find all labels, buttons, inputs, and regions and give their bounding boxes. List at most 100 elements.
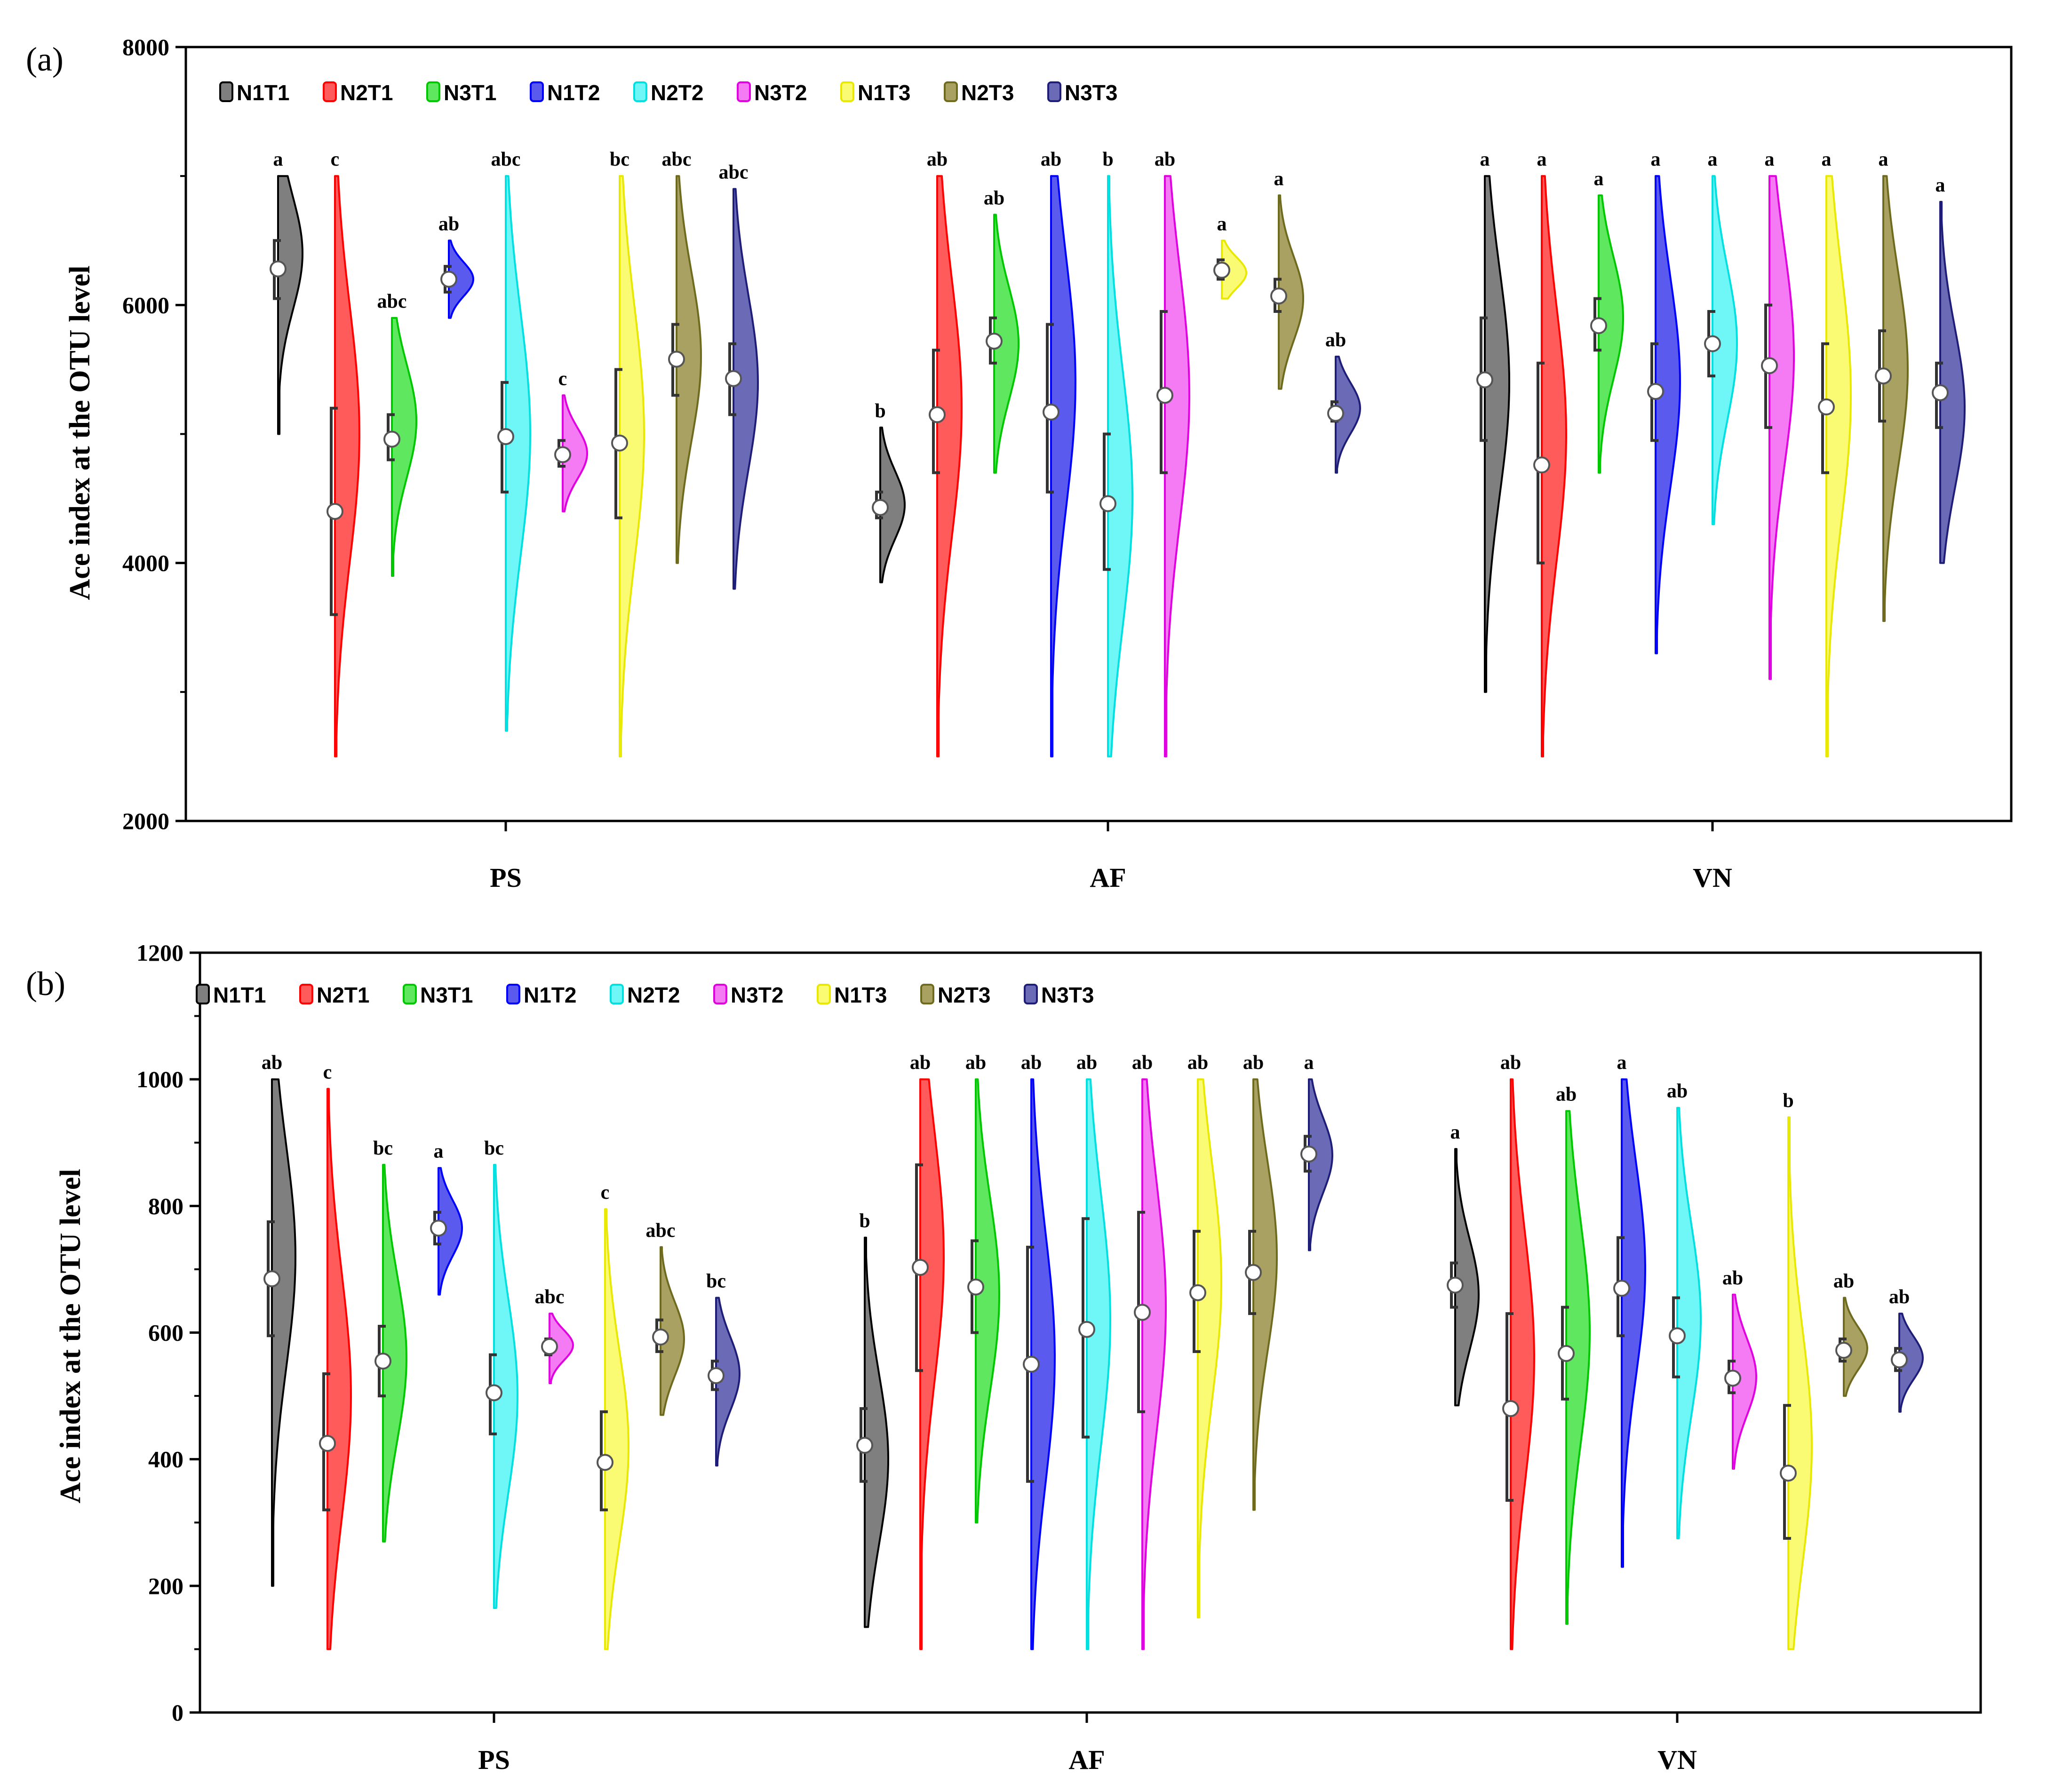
significance-label: ab bbox=[262, 1052, 282, 1074]
panel-label: (b) bbox=[26, 965, 65, 1003]
significance-label: ab bbox=[1021, 1052, 1042, 1074]
mean-marker bbox=[967, 1278, 984, 1296]
y-tick-label: 0 bbox=[172, 1699, 183, 1726]
legend-label: N3T1 bbox=[420, 983, 473, 1007]
mean-marker bbox=[1558, 1345, 1575, 1362]
mean-marker bbox=[708, 1367, 725, 1385]
mean-marker bbox=[1134, 1304, 1151, 1321]
violin-n1t1 bbox=[879, 426, 906, 583]
legend-swatch bbox=[610, 984, 624, 1004]
significance-label: ab bbox=[1889, 1286, 1910, 1308]
violin-n2t1 bbox=[936, 175, 963, 757]
significance-label: c bbox=[323, 1061, 332, 1083]
y-tick-label: 2000 bbox=[122, 808, 169, 834]
significance-label: ab bbox=[1500, 1052, 1521, 1074]
mean-marker bbox=[1875, 367, 1892, 385]
panel-a: (a) Ace index at the OTU level 2000 4000 6… bbox=[26, 34, 2013, 893]
y-axis-title: Ace index at the OTU level bbox=[55, 1169, 87, 1503]
significance-label: ab bbox=[1041, 149, 1061, 170]
mean-marker bbox=[383, 430, 400, 448]
violin-n3t3 bbox=[715, 1297, 741, 1467]
mean-marker bbox=[912, 1258, 929, 1276]
significance-label: ab bbox=[1667, 1081, 1688, 1102]
violin-n2t3 bbox=[1843, 1297, 1868, 1397]
mean-marker bbox=[1270, 287, 1287, 305]
mean-marker bbox=[1669, 1327, 1686, 1345]
violin-n1t3 bbox=[1221, 239, 1247, 300]
significance-label: a bbox=[1217, 213, 1227, 235]
legend-label: N1T3 bbox=[834, 983, 887, 1007]
mean-marker bbox=[554, 446, 571, 463]
significance-label: c bbox=[601, 1182, 610, 1203]
legend-swatch bbox=[633, 81, 647, 102]
violin-n2t2 bbox=[1676, 1107, 1702, 1539]
violin-n3t1 bbox=[391, 317, 417, 577]
violin-n3t3 bbox=[1335, 356, 1361, 474]
mean-marker bbox=[1818, 398, 1835, 415]
mean-marker bbox=[1780, 1465, 1797, 1482]
mean-marker bbox=[1761, 357, 1778, 374]
legend-swatch bbox=[196, 984, 210, 1004]
legend-label: N2T3 bbox=[938, 983, 990, 1007]
mean-marker bbox=[374, 1353, 391, 1370]
violin-n3t2 bbox=[1141, 1078, 1167, 1650]
significance-label: b bbox=[1102, 149, 1113, 170]
legend-swatch bbox=[506, 984, 520, 1004]
violin-n2t2 bbox=[1712, 175, 1738, 526]
legend-swatch bbox=[817, 984, 831, 1004]
significance-label: a bbox=[1617, 1052, 1627, 1074]
mean-marker bbox=[1245, 1264, 1262, 1281]
y-tick-label: 1000 bbox=[136, 1066, 183, 1092]
significance-label: a bbox=[1450, 1122, 1460, 1143]
y-tick-label: 400 bbox=[148, 1446, 183, 1473]
violin-n1t2 bbox=[1050, 175, 1076, 757]
violin-n2t3 bbox=[1278, 194, 1304, 390]
legend-swatch bbox=[737, 81, 751, 102]
significance-label: abc bbox=[377, 291, 407, 312]
violin-n3t2 bbox=[1164, 175, 1190, 757]
y-tick-label: 800 bbox=[148, 1193, 183, 1219]
violin-n1t2 bbox=[1621, 1078, 1646, 1568]
significance-label: ab bbox=[1833, 1270, 1854, 1292]
mean-marker bbox=[541, 1338, 558, 1355]
significance-label: b bbox=[859, 1211, 870, 1232]
mean-marker bbox=[430, 1219, 447, 1237]
mean-marker bbox=[1835, 1342, 1852, 1359]
legend-label: N3T2 bbox=[731, 983, 783, 1007]
mean-marker bbox=[1189, 1284, 1206, 1301]
significance-label: bc bbox=[484, 1138, 504, 1159]
violin-n3t1 bbox=[1598, 194, 1624, 474]
legend-swatch bbox=[299, 984, 313, 1004]
violin-n1t1 bbox=[1454, 1148, 1480, 1407]
significance-label: ab bbox=[1325, 329, 1346, 351]
mean-marker bbox=[1533, 456, 1550, 474]
legend-swatch bbox=[1024, 984, 1038, 1004]
legend-swatch bbox=[1047, 81, 1061, 102]
violin-n2t2 bbox=[493, 1163, 518, 1609]
significance-label: a bbox=[1274, 168, 1284, 190]
legend-swatch bbox=[920, 984, 934, 1004]
x-group-label: AF bbox=[1068, 1744, 1105, 1775]
significance-label: a bbox=[1651, 149, 1661, 170]
significance-label: a bbox=[434, 1141, 444, 1163]
x-group-label: PS bbox=[490, 862, 522, 893]
legend-swatch bbox=[840, 81, 854, 102]
significance-label: ab bbox=[1243, 1052, 1264, 1074]
violin-n2t3 bbox=[676, 175, 702, 564]
violin-n3t2 bbox=[549, 1313, 574, 1385]
y-tick-label: 6000 bbox=[122, 292, 169, 318]
violin-n2t1 bbox=[327, 1088, 352, 1650]
mean-marker bbox=[1932, 384, 1949, 401]
significance-label: ab bbox=[1722, 1267, 1743, 1289]
violin-n1t1 bbox=[271, 1078, 296, 1587]
significance-label: bc bbox=[610, 149, 629, 170]
legend-label: N2T1 bbox=[317, 983, 369, 1007]
legend-label: N3T3 bbox=[1041, 983, 1094, 1007]
legend-label: N3T3 bbox=[1065, 80, 1117, 105]
violin-n3t1 bbox=[1565, 1110, 1591, 1625]
mean-marker bbox=[1590, 317, 1607, 335]
significance-label: ab bbox=[1187, 1052, 1208, 1074]
violin-n3t2 bbox=[1732, 1293, 1757, 1470]
significance-label: ab bbox=[1132, 1052, 1153, 1074]
